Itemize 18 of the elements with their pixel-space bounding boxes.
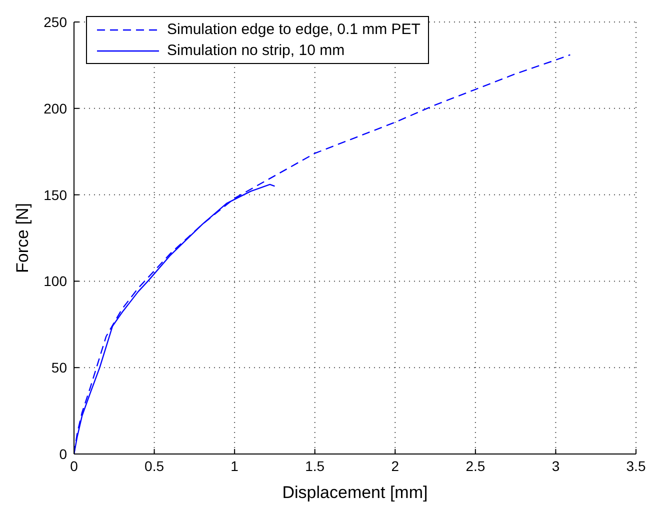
x-tick-label: 3.5	[626, 458, 646, 474]
legend-label: Simulation no strip, 10 mm	[167, 42, 345, 59]
x-tick-label: 0.5	[144, 458, 164, 474]
x-tick-label: 2	[391, 458, 400, 474]
x-tick-label: 1.5	[305, 458, 325, 474]
y-tick-label: 100	[44, 273, 68, 290]
y-tick-label: 200	[44, 100, 68, 116]
legend-label: Simulation edge to edge, 0.1 mm PET	[167, 21, 420, 38]
x-axis-title: Displacement [mm]	[282, 483, 428, 502]
x-tick-label: 1	[230, 458, 239, 474]
y-tick-label: 150	[44, 186, 68, 203]
y-axis-title: Force [N]	[13, 203, 32, 273]
x-tick-label: 2.5	[466, 458, 486, 474]
y-tick-label: 0	[59, 446, 68, 462]
x-tick-label: 3	[552, 458, 560, 474]
y-tick-label: 250	[44, 14, 68, 30]
y-tick-label: 50	[51, 360, 68, 376]
x-tick-label: 0	[70, 458, 78, 474]
